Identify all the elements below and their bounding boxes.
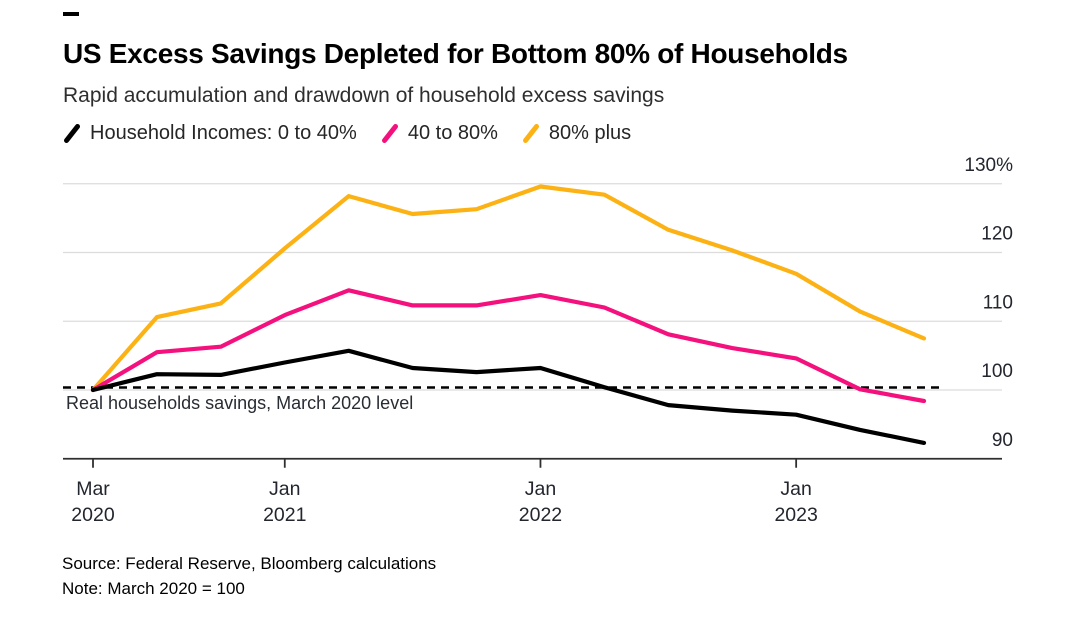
x-axis-tick-label-month: Jan xyxy=(780,478,811,500)
y-axis-tick-label: 120 xyxy=(981,224,1013,245)
series-line-80-plus xyxy=(90,184,927,393)
legend-label: 40 to 80% xyxy=(407,122,498,144)
chart-title: US Excess Savings Depleted for Bottom 80… xyxy=(63,38,848,69)
series-line-household-incomes-0-to-40- xyxy=(90,348,927,445)
y-axis-tick-label: 100 xyxy=(981,361,1013,382)
footer: Source: Federal Reserve, Bloomberg calcu… xyxy=(62,551,436,601)
series-line-40-to-80- xyxy=(90,288,927,404)
x-axis-tick-label-year: 2021 xyxy=(263,504,306,526)
legend-item-80-plus: 80% plus xyxy=(522,122,631,145)
legend-item-0-40: Household Incomes: 0 to 40% xyxy=(63,122,357,145)
yellow-slash-icon xyxy=(522,124,539,143)
topper-bar xyxy=(63,12,79,16)
legend-item-40-80: 40 to 80% xyxy=(381,122,498,145)
x-axis-tick-label-month: Jan xyxy=(525,478,556,500)
legend-label: Household Incomes: 0 to 40% xyxy=(90,122,357,144)
black-slash-icon xyxy=(64,124,80,143)
x-axis-tick-label-year: 2022 xyxy=(519,504,562,526)
y-axis-tick-label: 90 xyxy=(992,430,1013,451)
x-axis-tick-label-year: 2020 xyxy=(71,504,115,526)
x-axis-tick-label-month: Mar xyxy=(76,478,110,500)
x-axis-tick-label-year: 2023 xyxy=(774,504,817,526)
legend: Household Incomes: 0 to 40% 40 to 80% 80… xyxy=(63,122,631,145)
x-axis-tick-label-month: Jan xyxy=(269,478,300,500)
legend-label: 80% plus xyxy=(548,122,632,144)
y-axis-tick-label: 110 xyxy=(983,292,1013,313)
chart-subtitle: Rapid accumulation and drawdown of house… xyxy=(63,84,665,107)
pink-slash-icon xyxy=(381,124,398,143)
baseline-annotation: Real households savings, March 2020 leve… xyxy=(66,393,414,413)
source-note: Source: Federal Reserve, Bloomberg calcu… xyxy=(62,554,437,573)
index-note: Note: March 2020 = 100 xyxy=(62,579,245,598)
y-axis-tick-label: 130% xyxy=(964,155,1013,176)
